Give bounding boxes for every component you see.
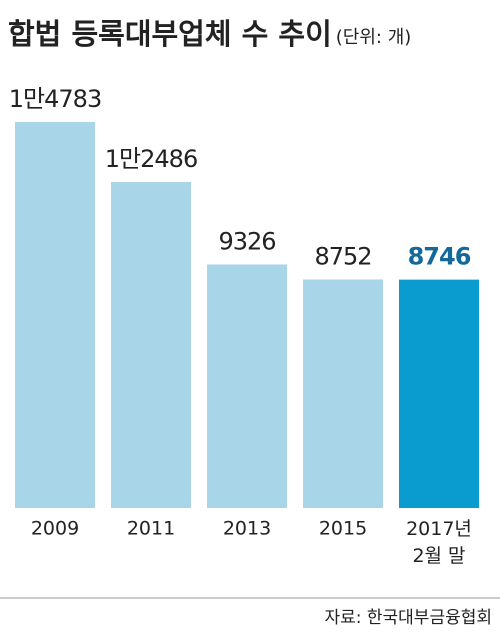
bar bbox=[303, 279, 383, 508]
x-tick-label: 2015 bbox=[319, 518, 367, 540]
bar bbox=[111, 181, 191, 508]
value-label: 1만2486 bbox=[105, 145, 197, 173]
x-tick-label: 2009 bbox=[31, 518, 79, 540]
x-tick-label: 2011 bbox=[127, 518, 175, 540]
bar bbox=[399, 279, 479, 508]
bar bbox=[15, 122, 95, 508]
value-label: 1만4783 bbox=[9, 85, 101, 113]
bar bbox=[207, 264, 287, 508]
value-label: 9326 bbox=[218, 227, 275, 255]
x-tick-label: 2017년 2월 말 bbox=[406, 518, 472, 567]
chart-title: 합법 등록대부업체 수 추이 bbox=[8, 17, 332, 51]
value-label: 8746 bbox=[408, 243, 471, 271]
value-label: 8752 bbox=[314, 242, 371, 270]
x-tick-label: 2013 bbox=[223, 518, 271, 540]
source: 자료: 한국대부금융협회 bbox=[324, 608, 492, 628]
chart-subtitle: (단위: 개) bbox=[336, 27, 412, 48]
